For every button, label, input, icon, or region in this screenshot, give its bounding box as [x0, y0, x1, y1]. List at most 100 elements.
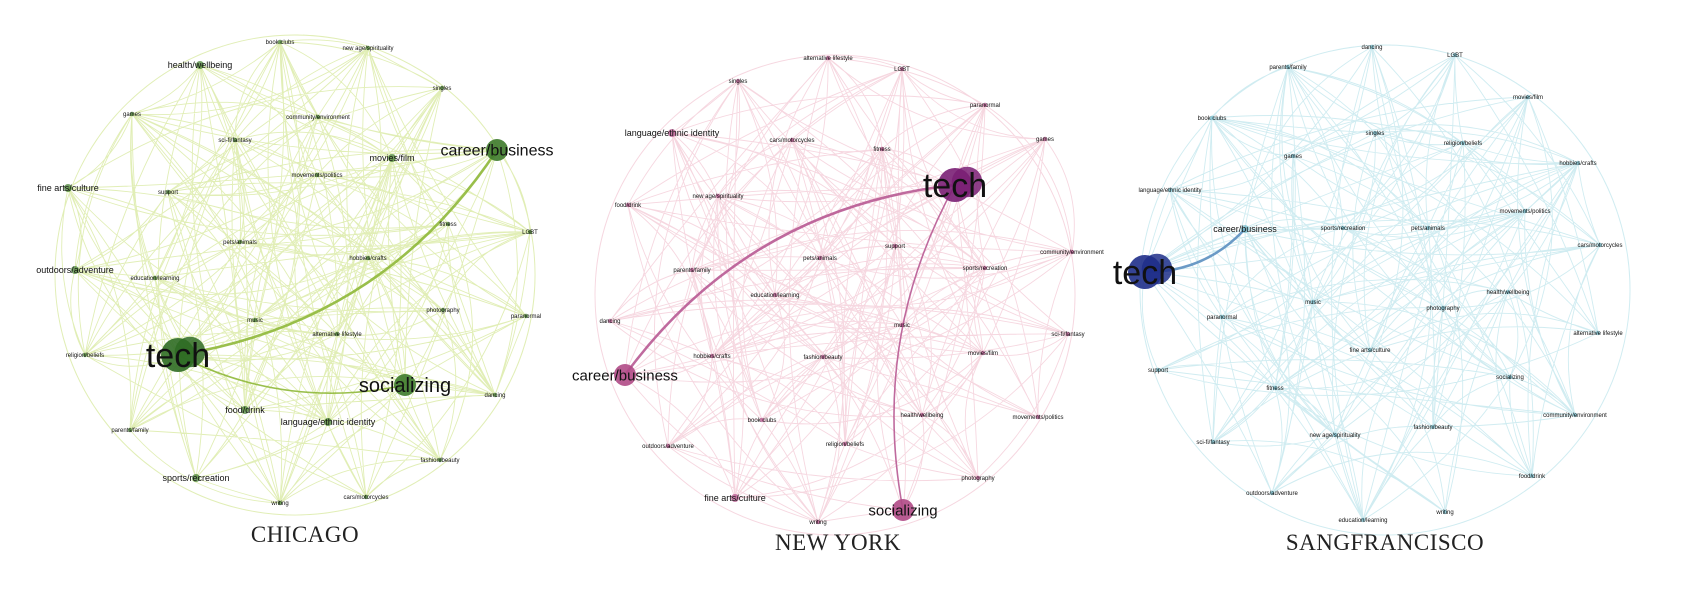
- node-scifi: [232, 137, 238, 143]
- node-finearts: [731, 494, 739, 502]
- node-outdoors: [665, 443, 671, 449]
- node-tech: [161, 338, 195, 372]
- node-dancing: [607, 318, 613, 324]
- node-label-lgbt: LGBT: [1447, 53, 1463, 59]
- node-label-tech: tech: [146, 337, 210, 375]
- node-paranormal: [982, 102, 988, 108]
- node-photography: [440, 307, 446, 313]
- node-bookclubs: [759, 417, 765, 423]
- node-label-language: language/ethnic identity: [1138, 188, 1201, 194]
- node-label-dancing: dancing: [484, 393, 505, 399]
- node-label-food: food/drink: [225, 405, 265, 415]
- node-community: [1069, 249, 1075, 255]
- node-label-movies: movies/film: [369, 153, 414, 163]
- node-support: [1155, 367, 1161, 373]
- node-photography: [975, 475, 981, 481]
- node-paranormal: [523, 313, 529, 319]
- edge-web: [1139, 44, 1631, 536]
- node-fitness: [879, 146, 885, 152]
- node-label-community: community/environment: [1040, 250, 1104, 256]
- node-label-sports: sports/recreation: [162, 473, 229, 483]
- node-label-bookclubs: book clubs: [748, 418, 777, 424]
- node-finearts: [64, 184, 72, 192]
- node-scifi: [1065, 331, 1071, 337]
- node-pets: [237, 239, 243, 245]
- node-pets: [1425, 225, 1431, 231]
- node-label-community: community/environment: [1543, 413, 1607, 419]
- node-language: [668, 129, 676, 137]
- node-altlife: [1595, 330, 1601, 336]
- node-singles: [735, 78, 741, 84]
- node-label-newage: new age/spirituality: [342, 46, 393, 52]
- node-label-cars: cars/motorcycles: [769, 138, 814, 144]
- node-label-support: support: [885, 244, 905, 250]
- node-label-movements: movements/politics: [1499, 209, 1550, 215]
- node-scifi: [1210, 439, 1216, 445]
- node-food: [241, 406, 249, 414]
- node-altlife: [334, 331, 340, 337]
- node-label-socializing: socializing: [1496, 375, 1524, 381]
- node-lgbt: [1452, 52, 1458, 58]
- title-chicago: CHICAGO: [250, 522, 360, 547]
- node-parents: [127, 427, 133, 433]
- node-label-fitness: fitness: [439, 222, 456, 228]
- node-career: [486, 139, 508, 161]
- node-hobbies: [1575, 160, 1581, 166]
- node-hobbies: [709, 353, 715, 359]
- edge-paths: [594, 54, 1076, 536]
- node-outdoors: [1269, 490, 1275, 496]
- node-religion: [842, 441, 848, 447]
- node-fashion: [437, 457, 443, 463]
- node-label-tech: tech: [923, 167, 987, 205]
- node-cars: [789, 137, 795, 143]
- node-fitness: [1272, 385, 1278, 391]
- node-label-education: education/learning: [750, 293, 799, 299]
- highlight-edge-tech-socializing: [177, 354, 406, 394]
- edge-paths: [1139, 44, 1631, 536]
- node-label-language: language/ethnic identity: [281, 417, 376, 427]
- node-label-music: music: [247, 318, 263, 324]
- node-label-finearts: fine arts/culture: [1349, 348, 1391, 354]
- node-games: [1042, 136, 1048, 142]
- node-label-religion: religion/beliefs: [1444, 141, 1482, 147]
- node-paranormal: [1219, 314, 1225, 320]
- network-newyork: tech career/business socializing alternativ…: [572, 54, 1104, 536]
- node-dancing: [492, 392, 498, 398]
- node-label-health: health/wellbeing: [1486, 290, 1529, 296]
- node-cars: [363, 494, 369, 500]
- node-hobbies: [365, 255, 371, 261]
- node-singles: [1372, 130, 1378, 136]
- node-label-music: music: [1305, 300, 1321, 306]
- node-label-hobbies: hobbies/crafts: [1559, 161, 1596, 167]
- node-support: [892, 243, 898, 249]
- node-label-finearts: fine arts/culture: [37, 183, 99, 193]
- node-label-movements: movements/politics: [291, 173, 342, 179]
- node-games: [129, 111, 135, 117]
- node-tech: [938, 168, 972, 202]
- edge-web: [594, 54, 1076, 536]
- node-music: [1310, 299, 1316, 305]
- node-newage: [365, 45, 371, 51]
- node-label-pets: pets/animals: [803, 256, 837, 262]
- node-label-games: games: [1284, 154, 1302, 160]
- node-label-sports: sports/recreation: [1321, 226, 1366, 232]
- node-health: [1505, 289, 1511, 295]
- node-photography: [1440, 305, 1446, 311]
- node-tech: [1128, 255, 1162, 289]
- title-newyork: NEW YORK: [774, 530, 902, 555]
- node-label-lgbt: LGBT: [894, 67, 910, 73]
- node-writing: [815, 519, 821, 525]
- node-label-paranormal: paranormal: [511, 314, 541, 320]
- node-label-dancing: dancing: [599, 319, 620, 325]
- node-label-altlife: alternative lifestyle: [803, 56, 853, 62]
- node-label-food: food/drink: [1519, 474, 1546, 480]
- node-label-cars: cars/motorcycles: [1577, 243, 1622, 249]
- node-label-parents: parents/family: [111, 428, 148, 434]
- node-language: [1167, 187, 1173, 193]
- node-label-outdoors: outdoors/adventure: [1246, 491, 1298, 497]
- node-label-finearts: fine arts/culture: [704, 493, 766, 503]
- node-label-education: education/learning: [130, 276, 179, 282]
- node-label-tech: tech: [1113, 254, 1177, 292]
- node-music: [899, 322, 905, 328]
